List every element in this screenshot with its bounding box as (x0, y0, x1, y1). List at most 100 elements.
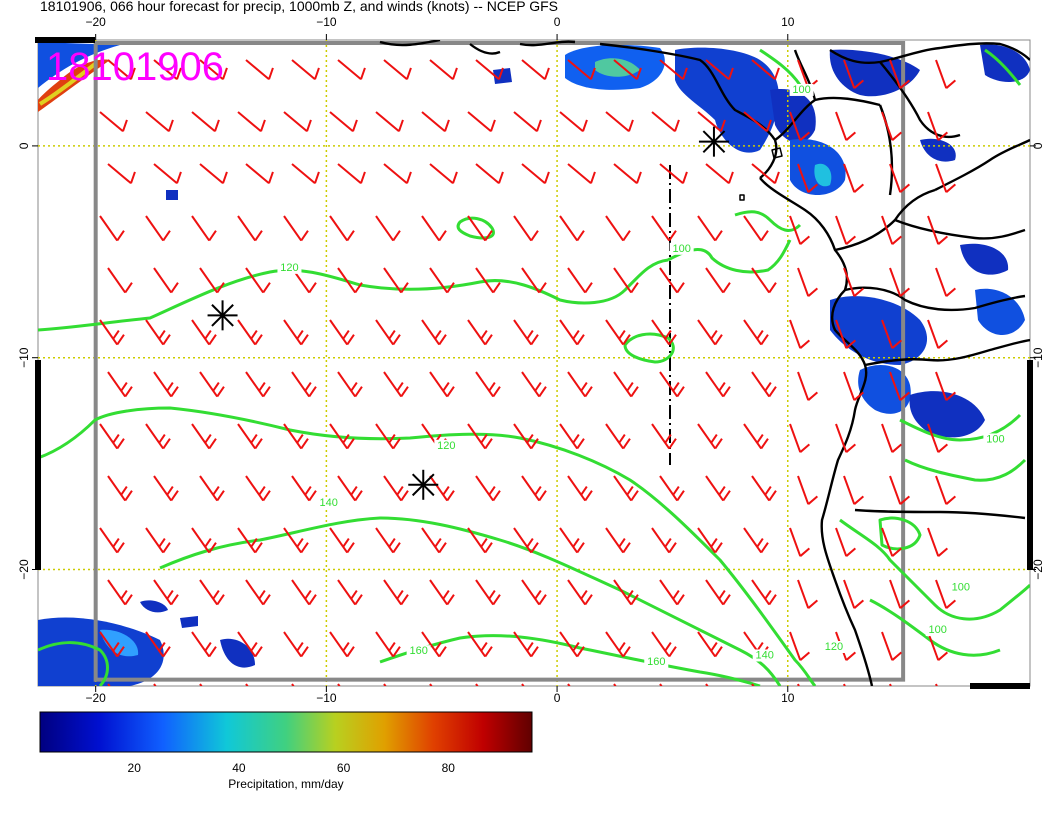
contour-label: 100 (929, 624, 947, 636)
precip-congo-2 (975, 288, 1025, 335)
wind-barb (99, 215, 125, 242)
wind-barb (429, 683, 433, 686)
wind-barb (743, 319, 769, 346)
wind-barb (751, 59, 780, 81)
frame-accent (1027, 360, 1033, 570)
contour-sw-corner (38, 641, 109, 686)
contour-label: 120 (437, 440, 455, 452)
x-tick-label-top: 10 (781, 15, 795, 29)
wind-barb (751, 163, 780, 185)
wind-barb (521, 267, 547, 294)
precip-tiny-1 (166, 190, 178, 200)
wind-barb (475, 371, 501, 398)
pressure-center-center-1 (207, 300, 238, 331)
wind-barb (99, 631, 125, 658)
wind-barb (291, 371, 317, 398)
wind-barb (245, 371, 271, 398)
wind-barb (659, 267, 685, 294)
wind-barb (329, 319, 355, 346)
wind-barb (835, 319, 857, 349)
wind-barb (199, 59, 228, 81)
wind-barb (429, 267, 455, 294)
wind-barb (375, 215, 401, 242)
wind-barb (99, 423, 125, 450)
wind-barb (191, 319, 217, 346)
wind-barb (383, 371, 409, 398)
precip-band-nw-core (38, 62, 97, 106)
wind-barb (567, 683, 571, 686)
colorbar-ticks: 20 40 60 80 (128, 761, 456, 775)
contour-label-bg (789, 83, 814, 96)
wind-barb (751, 683, 755, 686)
wind-barb (751, 267, 777, 294)
wind-barb (237, 319, 263, 346)
wind-barb (375, 423, 401, 450)
precip-angola (858, 365, 911, 414)
wind-barb (743, 111, 772, 133)
wind-barb (329, 631, 355, 658)
wind-barb (935, 163, 957, 193)
contour-label: 100 (672, 243, 690, 255)
wind-barb (797, 163, 819, 193)
wind-barb (329, 215, 355, 242)
y-tick-label-left: −20 (17, 559, 31, 580)
contour-160 (379, 634, 761, 686)
wind-barb (751, 579, 777, 606)
wind-barb (935, 371, 957, 401)
contour-label-bg (316, 496, 341, 509)
wind-barb (567, 59, 596, 81)
precip-ne-2 (920, 138, 956, 162)
wind-barb (789, 423, 811, 453)
graticule (38, 40, 1030, 686)
wind-barb (797, 267, 819, 297)
wind-barb (513, 111, 542, 133)
wind-barb (199, 579, 225, 606)
contour-label: 120 (280, 262, 298, 274)
y-tick-label-left: −10 (17, 347, 31, 368)
wind-barb (245, 267, 271, 294)
wind-barb (375, 111, 404, 133)
colorbar-tick-label: 20 (128, 761, 142, 775)
wind-barb (605, 111, 634, 133)
wind-barb (199, 475, 225, 502)
wind-barb (651, 319, 677, 346)
wind-barb (467, 527, 493, 554)
contour-labels: 120 100 120 140 160 160 140 120 100 100 100 100 (277, 83, 1008, 668)
wind-barb (843, 59, 865, 89)
contour-label: 140 (319, 497, 337, 509)
wind-barb (383, 683, 387, 686)
wind-barb (705, 163, 734, 185)
pressure-center-center-3 (698, 126, 729, 157)
wind-barb (659, 475, 685, 502)
wind-barb (613, 683, 617, 686)
wind-barb (329, 111, 358, 133)
wind-barb (245, 683, 249, 686)
wind-barb (107, 475, 133, 502)
wind-barb (475, 475, 501, 502)
wind-barb (881, 527, 903, 557)
wind-barb (559, 319, 585, 346)
contour-label: 160 (647, 656, 665, 668)
wind-barb (467, 111, 496, 133)
x-tick-label-bottom: −20 (85, 691, 106, 705)
wind-barb (513, 319, 539, 346)
wind-barb (613, 163, 642, 185)
date-stamp: 18101906 (46, 45, 224, 89)
wind-barb (697, 111, 726, 133)
wind-barb (651, 631, 677, 658)
frame-accent (970, 683, 1030, 689)
wind-barb (797, 683, 800, 686)
wind-barb (283, 423, 309, 450)
wind-barb (705, 59, 734, 81)
wind-barb (199, 267, 225, 294)
contour-label: 160 (409, 645, 427, 657)
wind-barb (237, 423, 263, 450)
wind-barb (789, 319, 811, 349)
wind-barb (375, 631, 401, 658)
contour-label-bg (821, 640, 846, 653)
wind-barb (429, 163, 458, 185)
wind-barb (559, 527, 585, 554)
wind-barb (889, 371, 911, 401)
wind-barb (467, 631, 493, 658)
